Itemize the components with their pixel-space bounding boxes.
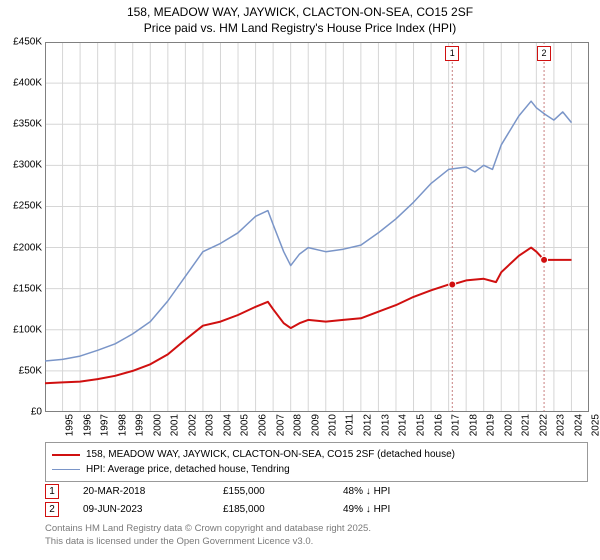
x-tick-label: 2023 [556, 414, 567, 436]
chart-svg [45, 42, 589, 412]
event-marker-icon: 1 [45, 484, 59, 499]
event-row: 2 09-JUN-2023 £185,000 49% ↓ HPI [45, 500, 588, 518]
event-marker-icon: 2 [537, 46, 551, 61]
y-tick-label: £150K [0, 283, 42, 294]
y-tick-label: £0 [0, 407, 42, 418]
event-marker-icon: 1 [445, 46, 459, 61]
x-tick-label: 2007 [275, 414, 286, 436]
credits-line: Contains HM Land Registry data © Crown c… [45, 522, 371, 535]
x-tick-label: 2019 [485, 414, 496, 436]
event-price: £155,000 [223, 486, 343, 497]
y-tick-label: £50K [0, 365, 42, 376]
x-tick-label: 2024 [573, 414, 584, 436]
x-tick-label: 1996 [82, 414, 93, 436]
x-tick-label: 2016 [433, 414, 444, 436]
x-tick-label: 2008 [292, 414, 303, 436]
legend-box: 158, MEADOW WAY, JAYWICK, CLACTON-ON-SEA… [45, 442, 588, 482]
credits: Contains HM Land Registry data © Crown c… [45, 522, 371, 548]
x-tick-label: 2001 [170, 414, 181, 436]
x-tick-label: 1997 [99, 414, 110, 436]
x-tick-label: 2011 [344, 414, 355, 436]
event-row: 1 20-MAR-2018 £155,000 48% ↓ HPI [45, 482, 588, 500]
chart-titles: 158, MEADOW WAY, JAYWICK, CLACTON-ON-SEA… [0, 0, 600, 36]
legend-row: 158, MEADOW WAY, JAYWICK, CLACTON-ON-SEA… [52, 447, 581, 462]
x-tick-label: 2017 [450, 414, 461, 436]
legend-row: HPI: Average price, detached house, Tend… [52, 462, 581, 477]
x-tick-label: 2022 [538, 414, 549, 436]
y-tick-label: £450K [0, 37, 42, 48]
y-tick-label: £300K [0, 160, 42, 171]
y-tick-label: £200K [0, 242, 42, 253]
x-tick-label: 2015 [415, 414, 426, 436]
chart-plot-area [45, 42, 589, 412]
y-tick-label: £350K [0, 119, 42, 130]
x-tick-label: 1999 [134, 414, 145, 436]
credits-line: This data is licensed under the Open Gov… [45, 535, 371, 548]
event-date: 09-JUN-2023 [83, 504, 223, 515]
event-price: £185,000 [223, 504, 343, 515]
legend-label: HPI: Average price, detached house, Tend… [86, 462, 290, 477]
event-pct: 49% ↓ HPI [343, 504, 503, 515]
legend-label: 158, MEADOW WAY, JAYWICK, CLACTON-ON-SEA… [86, 447, 455, 462]
chart-container: 158, MEADOW WAY, JAYWICK, CLACTON-ON-SEA… [0, 0, 600, 560]
x-tick-label: 2004 [222, 414, 233, 436]
x-tick-label: 2000 [152, 414, 163, 436]
x-tick-label: 2020 [503, 414, 514, 436]
x-tick-label: 2002 [187, 414, 198, 436]
x-tick-label: 2021 [521, 414, 532, 436]
x-tick-label: 2018 [468, 414, 479, 436]
legend-swatch [52, 454, 80, 456]
x-tick-label: 2012 [363, 414, 374, 436]
x-tick-label: 2009 [310, 414, 321, 436]
event-pct: 48% ↓ HPI [343, 486, 503, 497]
x-tick-label: 2013 [380, 414, 391, 436]
title-subtitle: Price paid vs. HM Land Registry's House … [0, 20, 600, 36]
x-tick-label: 2003 [205, 414, 216, 436]
y-tick-label: £250K [0, 201, 42, 212]
x-tick-label: 1995 [64, 414, 75, 436]
x-tick-label: 2006 [257, 414, 268, 436]
x-tick-label: 2025 [591, 414, 600, 436]
event-date: 20-MAR-2018 [83, 486, 223, 497]
title-address: 158, MEADOW WAY, JAYWICK, CLACTON-ON-SEA… [0, 4, 600, 20]
y-tick-label: £400K [0, 78, 42, 89]
x-tick-label: 1998 [117, 414, 128, 436]
legend-swatch [52, 469, 80, 470]
x-tick-label: 2005 [240, 414, 251, 436]
y-tick-label: £100K [0, 324, 42, 335]
events-table: 1 20-MAR-2018 £155,000 48% ↓ HPI 2 09-JU… [45, 482, 588, 518]
x-tick-label: 2010 [327, 414, 338, 436]
x-tick-label: 2014 [398, 414, 409, 436]
event-marker-icon: 2 [45, 502, 59, 517]
